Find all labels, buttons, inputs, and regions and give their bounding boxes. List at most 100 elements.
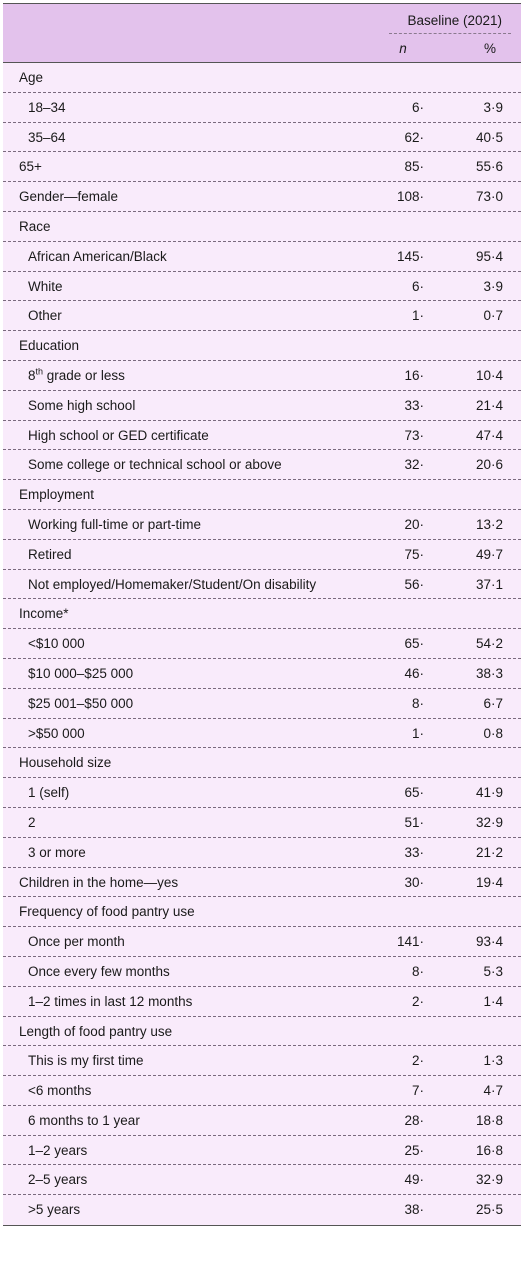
percent-cell: 1·3 xyxy=(483,1053,503,1069)
table-row: 1–2 years 25· 16·8 xyxy=(3,1136,521,1166)
table-row: Other 1· 0·7 xyxy=(3,301,521,332)
n-cell: 141· xyxy=(396,934,424,950)
row-label: Working full-time or part-time xyxy=(28,516,202,532)
table-row: African American/Black 145· 95·4 xyxy=(3,242,521,272)
table-row: >5 years 38· 25·5 xyxy=(3,1195,521,1225)
n-cell: 1· xyxy=(411,725,424,741)
n-cell: 38· xyxy=(404,1202,424,1218)
percent-cell: 32·9 xyxy=(475,814,503,830)
row-label: $25 001–$50 000 xyxy=(28,695,134,711)
row-label: 3 or more xyxy=(28,844,86,860)
table-header: Baseline (2021) n % xyxy=(3,4,521,63)
baseline-header: Baseline (2021) xyxy=(407,13,502,28)
n-cell: 8· xyxy=(411,963,424,979)
percent-cell: 21·4 xyxy=(475,397,503,413)
n-cell: 65· xyxy=(404,636,424,652)
row-label: 1–2 years xyxy=(28,1142,88,1158)
row-label: <$10 000 xyxy=(28,636,85,652)
percent-cell: 10·4 xyxy=(475,367,503,383)
n-cell: 28· xyxy=(404,1112,424,1128)
table-section-row: 65+ 85· 55·6 xyxy=(3,152,521,183)
table-section-row: Gender—female 108· 73·0 xyxy=(3,182,521,212)
table-row: White 6· 3·9 xyxy=(3,272,521,302)
row-label: Education xyxy=(19,338,80,354)
row-label: 2–5 years xyxy=(28,1172,88,1188)
table-row: <$10 000 65· 54·2 xyxy=(3,629,521,659)
row-label: African American/Black xyxy=(28,248,167,264)
row-label: 1 (self) xyxy=(28,785,70,801)
n-cell: 33· xyxy=(404,397,424,413)
table-section-row: Employment xyxy=(3,480,521,510)
table-row: 3 or more 33· 21·2 xyxy=(3,838,521,868)
n-cell: 2· xyxy=(411,993,424,1009)
percent-cell: 6·7 xyxy=(483,695,503,711)
row-label: Once every few months xyxy=(28,963,170,979)
n-cell: 46· xyxy=(404,665,424,681)
n-cell: 32· xyxy=(404,457,424,473)
row-label: Other xyxy=(28,308,62,324)
percent-cell: 5·3 xyxy=(483,963,503,979)
percent-cell: 54·2 xyxy=(475,636,503,652)
n-cell: 7· xyxy=(411,1083,424,1099)
percent-cell: 13·2 xyxy=(475,516,503,532)
percent-cell: 47·4 xyxy=(475,427,503,443)
table-row: Once every few months 8· 5·3 xyxy=(3,957,521,987)
row-label: Length of food pantry use xyxy=(19,1023,173,1039)
row-label: 35–64 xyxy=(28,129,66,145)
row-label-superscript: th xyxy=(35,366,44,377)
n-cell: 49· xyxy=(404,1172,424,1188)
table-row: Working full-time or part-time 20· 13·2 xyxy=(3,510,521,540)
row-label: White xyxy=(28,278,63,294)
percent-column-header: % xyxy=(483,41,496,56)
n-cell: 51· xyxy=(404,814,424,830)
table-section-row: Income* xyxy=(3,599,521,630)
percent-cell: 40·5 xyxy=(475,129,503,145)
percent-cell: 93·4 xyxy=(475,934,503,950)
table-row: Not employed/Homemaker/Student/On disabi… xyxy=(3,570,521,600)
table-row: $10 000–$25 000 46· 38·3 xyxy=(3,659,521,689)
percent-cell: 25·5 xyxy=(475,1202,503,1218)
table-row: This is my first time 2· 1·3 xyxy=(3,1046,521,1077)
percent-cell: 21·2 xyxy=(475,844,503,860)
row-label: Income* xyxy=(19,606,69,622)
table-row: Some college or technical school or abov… xyxy=(3,450,521,481)
table-row: Retired 75· 49·7 xyxy=(3,540,521,570)
table-section-row: Age xyxy=(3,63,521,93)
row-label: Employment xyxy=(19,487,95,503)
percent-cell: 19·4 xyxy=(475,874,503,890)
row-label: <6 months xyxy=(28,1083,92,1099)
n-cell: 30· xyxy=(404,874,424,890)
table-row: 8th grade or less 16· 10·4 xyxy=(3,361,521,391)
table-section-row: Length of food pantry use xyxy=(3,1017,521,1047)
table-section-row: Household size xyxy=(3,748,521,779)
row-label: Gender—female xyxy=(19,189,119,205)
table-row: High school or GED certificate 73· 47·4 xyxy=(3,421,521,451)
table-section-row: Race xyxy=(3,212,521,242)
n-cell: 1· xyxy=(411,308,424,324)
n-column-header: n xyxy=(399,41,407,56)
row-label: Children in the home—yes xyxy=(19,874,179,890)
row-label: High school or GED certificate xyxy=(28,427,209,443)
row-label-main: 8 xyxy=(28,367,36,383)
row-label: 8th grade or less xyxy=(28,361,125,391)
row-label: Some high school xyxy=(28,397,136,413)
table-row: <6 months 7· 4·7 xyxy=(3,1076,521,1106)
n-cell: 33· xyxy=(404,844,424,860)
n-cell: 6· xyxy=(411,278,424,294)
percent-cell: 49·7 xyxy=(475,546,503,562)
row-label: Once per month xyxy=(28,934,125,950)
n-cell: 65· xyxy=(404,785,424,801)
row-label: Household size xyxy=(19,755,112,771)
row-label: 6 months to 1 year xyxy=(28,1112,140,1128)
row-label: 1–2 times in last 12 months xyxy=(28,993,193,1009)
n-cell: 85· xyxy=(404,159,424,175)
percent-cell: 37·1 xyxy=(475,576,503,592)
table-row: 2 51· 32·9 xyxy=(3,808,521,838)
percent-cell: 16·8 xyxy=(475,1142,503,1158)
row-label: Some college or technical school or abov… xyxy=(28,457,282,473)
percent-cell: 4·7 xyxy=(483,1083,503,1099)
row-label: Race xyxy=(19,218,51,234)
n-cell: 62· xyxy=(404,129,424,145)
table-row: Once per month 141· 93·4 xyxy=(3,927,521,957)
demographics-table: Baseline (2021) n % Age 18–34 6· 3·9 35–64 62… xyxy=(3,3,521,1227)
